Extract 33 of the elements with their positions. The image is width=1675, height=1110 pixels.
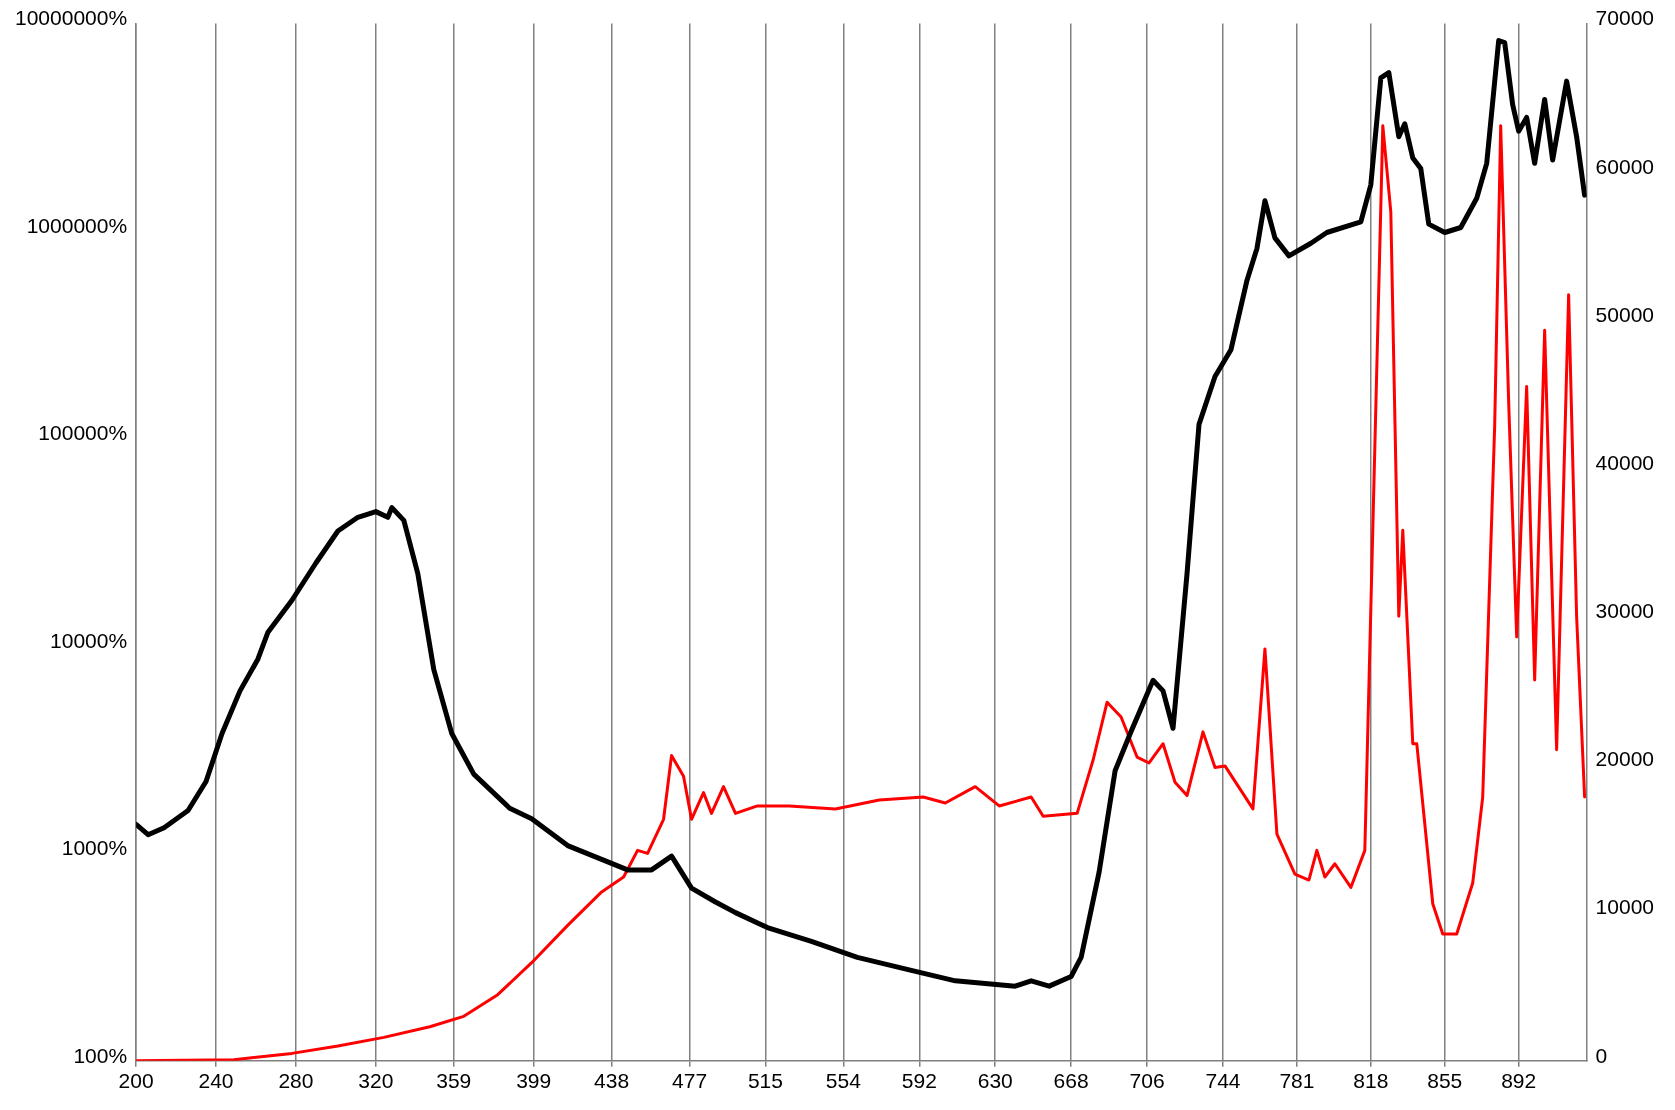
x-tick-label: 477 <box>672 1069 708 1093</box>
x-tick-label: 855 <box>1427 1069 1463 1093</box>
y-tick-label: 1000000% <box>26 213 128 237</box>
y-tick-label: 1000% <box>61 836 128 860</box>
y2-tick-label: 20000 <box>1595 747 1655 771</box>
x-tick-label: 554 <box>825 1069 862 1093</box>
y-tick-label: 10000000% <box>15 6 128 30</box>
x-tick-label: 200 <box>118 1069 154 1093</box>
x-tick-label: 438 <box>594 1069 630 1093</box>
y2-tick-label: 70000 <box>1595 6 1655 30</box>
y-tick-label: 100% <box>73 1043 128 1067</box>
x-tick-label: 818 <box>1353 1069 1389 1093</box>
x-tick-label: 630 <box>977 1069 1013 1093</box>
x-tick-label: 781 <box>1279 1069 1315 1093</box>
y-tick-label: 100000% <box>38 421 128 445</box>
x-tick-label: 280 <box>278 1069 314 1093</box>
y2-tick-label: 40000 <box>1595 450 1655 474</box>
y2-tick-label: 60000 <box>1595 154 1655 178</box>
x-tick-label: 240 <box>198 1069 234 1093</box>
x-tick-label: 668 <box>1053 1069 1089 1093</box>
x-tick-label: 744 <box>1205 1069 1241 1093</box>
y2-tick-label: 50000 <box>1595 302 1655 326</box>
x-tick-label: 515 <box>747 1069 783 1093</box>
x-tick-label: 592 <box>901 1069 937 1093</box>
y2-tick-label: 10000 <box>1595 895 1655 919</box>
y2-tick-label: 0 <box>1595 1043 1608 1067</box>
x-tick-label: 399 <box>516 1069 552 1093</box>
x-tick-label: 359 <box>436 1069 472 1093</box>
y2-tick-label: 30000 <box>1595 599 1655 623</box>
x-tick-label: 706 <box>1129 1069 1165 1093</box>
y-tick-label: 10000% <box>50 628 128 652</box>
x-tick-label: 320 <box>358 1069 394 1093</box>
x-tick-label: 892 <box>1501 1069 1537 1093</box>
